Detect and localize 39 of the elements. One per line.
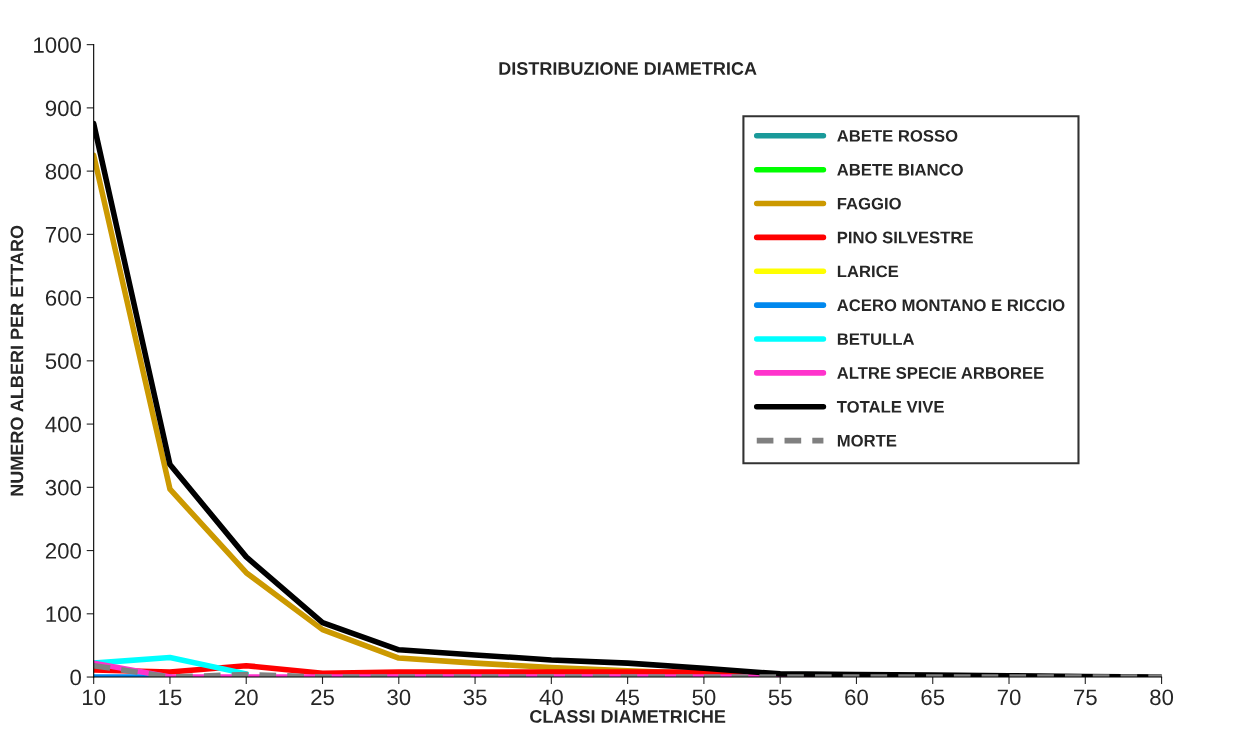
legend-label: ABETE BIANCO (837, 163, 963, 176)
legend-label: MORTE (837, 434, 897, 447)
y-tick-label: 800 (45, 163, 81, 180)
x-tick-label: 50 (692, 689, 716, 706)
x-tick-label: 75 (1074, 689, 1097, 706)
y-tick-label: 400 (45, 416, 81, 433)
legend-label: ACERO MONTANO E RICCIO (837, 299, 1065, 312)
x-tick-label: 70 (997, 689, 1021, 706)
legend-label: ABETE ROSSO (837, 129, 958, 142)
y-tick-label: 1000 (34, 37, 82, 53)
text: DISTRIBUZIONE DIAMETRICA (499, 62, 757, 75)
legend-label: PINO SILVESTRE (837, 231, 973, 244)
legend-label: LARICE (837, 265, 899, 278)
x-tick-label: 80 (1150, 689, 1174, 706)
y-tick-label: 200 (45, 543, 81, 559)
legend-label: TOTALE VIVE (836, 400, 944, 413)
y-tick-label: 900 (45, 100, 81, 117)
x-tick-label: 40 (539, 689, 563, 706)
x-tick-label: 20 (234, 689, 258, 706)
y-tick-label: 500 (45, 353, 81, 370)
y-tick-label: 100 (46, 606, 81, 623)
x-axis-title: CLASSI DIAMETRICHE (530, 710, 726, 723)
x-tick-label: 55 (768, 689, 792, 706)
x-tick-label: 60 (845, 689, 868, 706)
x-tick-label: 25 (311, 689, 334, 706)
y-tick-label: 700 (45, 226, 81, 243)
legend-label: BETULLA (837, 333, 915, 346)
x-tick-label: 65 (921, 689, 945, 706)
legend-label: ALTRE SPECIE ARBOREE (837, 367, 1044, 379)
y-tick-label: 0 (70, 669, 81, 686)
x-tick-label: 35 (463, 689, 487, 706)
x-tick-label: 10 (83, 689, 106, 706)
y-tick-label: 300 (45, 479, 81, 496)
y-axis-title: NUMERO ALBERI PER ETTARO (10, 225, 24, 496)
x-tick-label: 30 (387, 689, 411, 706)
x-tick-label: 45 (615, 689, 640, 706)
y-tick-label: 600 (45, 290, 81, 306)
legend-label: FAGGIO (837, 197, 901, 210)
x-tick-label: 15 (159, 689, 182, 706)
